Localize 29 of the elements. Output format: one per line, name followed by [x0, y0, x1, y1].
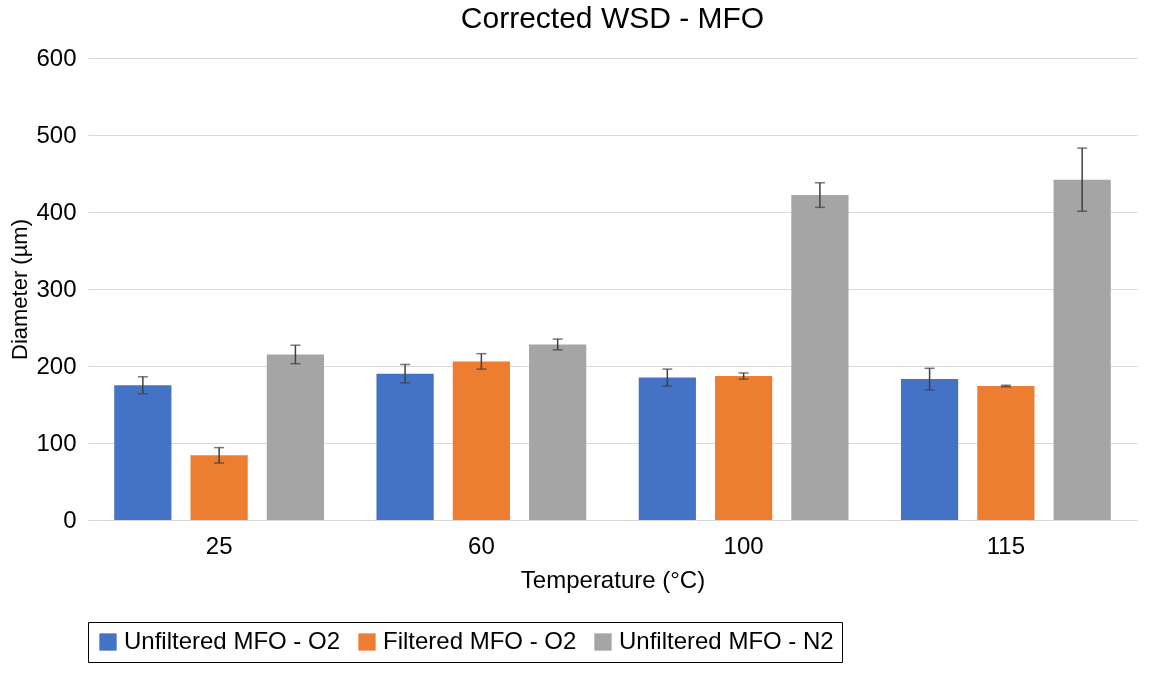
bar: [715, 376, 773, 520]
legend-label: Unfiltered MFO - O2: [124, 627, 341, 654]
y-tick-label: 500: [36, 120, 77, 148]
y-tick-label: 400: [36, 197, 77, 225]
x-tick-label: 100: [723, 531, 764, 559]
legend-label: Unfiltered MFO - N2: [619, 627, 834, 654]
x-tick-label: 60: [468, 531, 495, 559]
legend-label: Filtered MFO - O2: [383, 627, 577, 654]
bar: [1053, 179, 1111, 520]
y-axis-title: Diameter (µm): [7, 218, 33, 361]
y-tick-label: 100: [36, 428, 77, 456]
y-tick-label: 300: [36, 274, 77, 302]
bar: [977, 386, 1035, 520]
bar: [529, 344, 587, 520]
x-tick-label: 25: [205, 531, 233, 559]
y-tick-label: 200: [36, 351, 77, 379]
y-tick-label: 600: [36, 43, 77, 71]
chart-title: Corrected WSD - MFO: [460, 1, 765, 34]
x-axis-title: Temperature (°C): [520, 565, 706, 593]
x-tick-label: 115: [986, 531, 1026, 559]
bar: [791, 195, 849, 520]
y-tick-label: 0: [63, 505, 77, 533]
bar: [114, 385, 172, 520]
bar: [190, 455, 248, 520]
bar: [900, 379, 959, 520]
bar: [266, 354, 325, 520]
bar: [376, 373, 434, 520]
bar: [638, 377, 696, 520]
bar: [452, 361, 510, 520]
